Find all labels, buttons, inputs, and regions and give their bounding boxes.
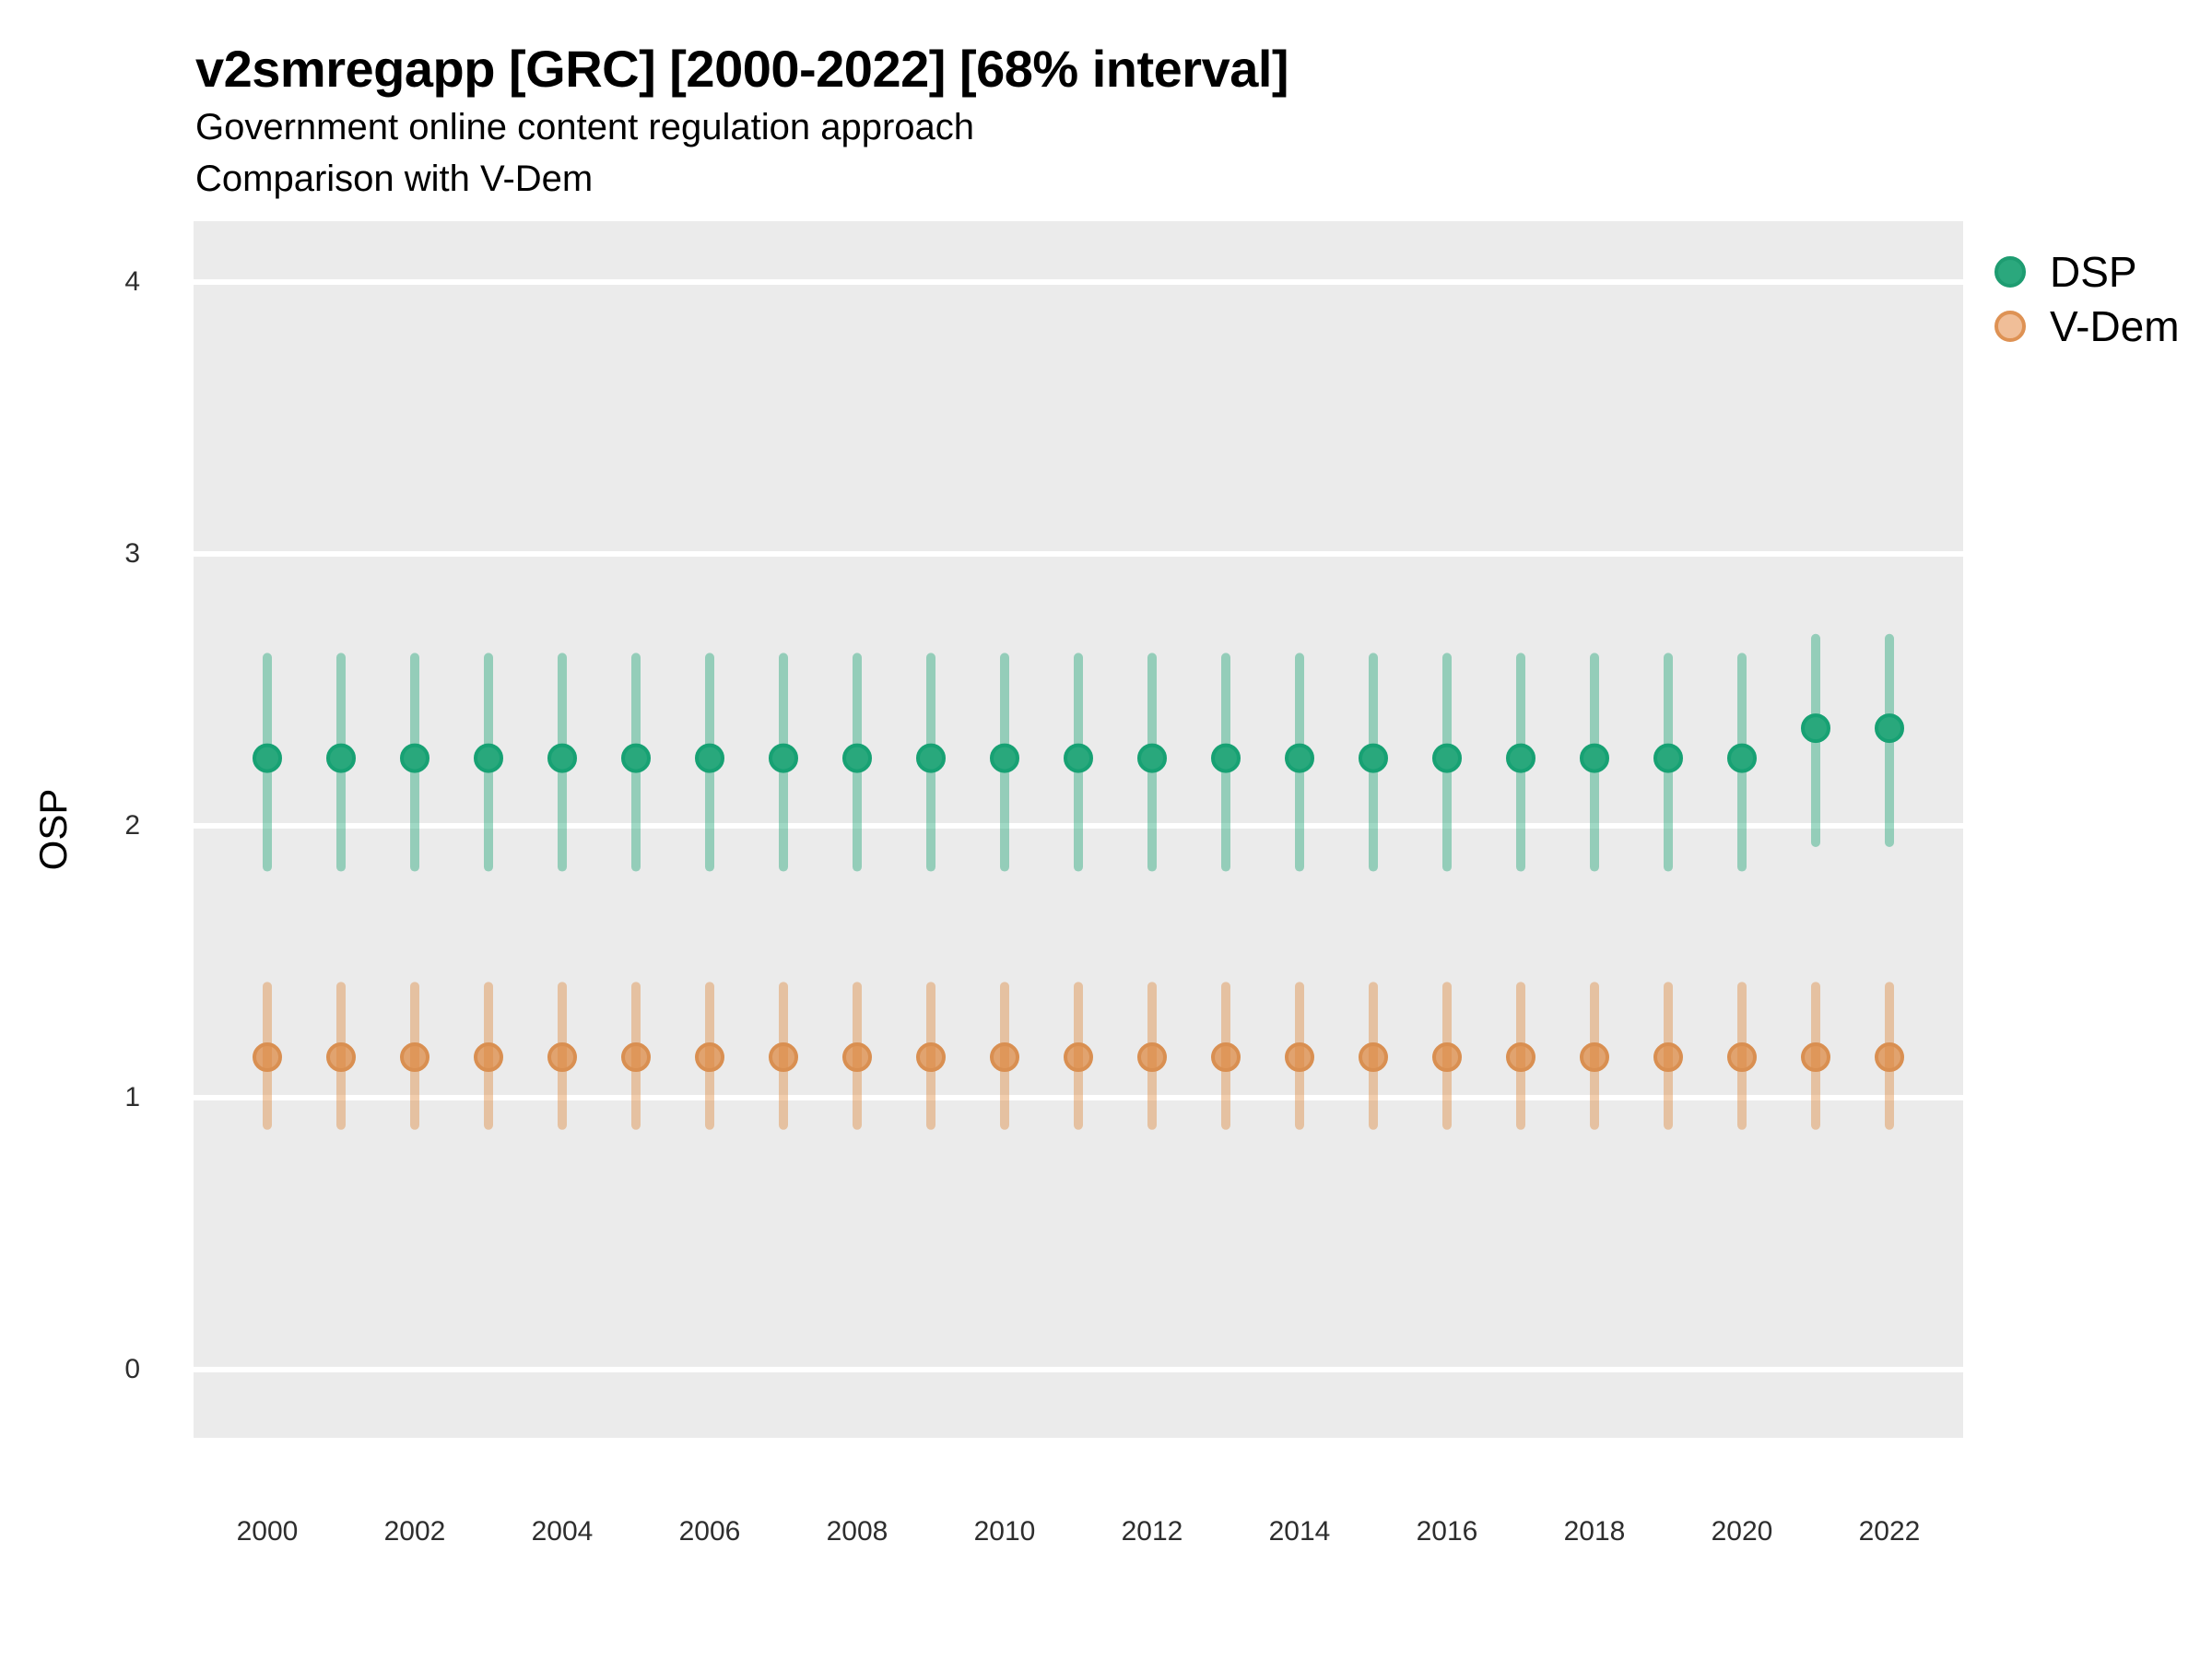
gridline-y-1 xyxy=(194,1095,1963,1101)
plot-marks-svg xyxy=(253,633,1904,1130)
vdem-point-2018 xyxy=(1580,1042,1609,1073)
vdem-point-2011 xyxy=(1064,1042,1093,1073)
dsp-point-2016 xyxy=(1432,743,1462,773)
dsp-point-2012 xyxy=(1137,743,1167,773)
vdem-point-2017 xyxy=(1506,1042,1535,1073)
gridline-y-3 xyxy=(194,551,1963,558)
vdem-point-2010 xyxy=(990,1042,1019,1073)
vdem-point-2013 xyxy=(1211,1042,1241,1073)
dsp-point-2002 xyxy=(400,743,429,773)
chart-title: v2smregapp [GRC] [2000-2022] [68% interv… xyxy=(195,40,1289,98)
vdem-point-2002 xyxy=(400,1042,429,1073)
dsp-point-2009 xyxy=(916,743,946,773)
dsp-legend-dot-icon xyxy=(1994,256,2026,288)
vdem-point-2003 xyxy=(474,1042,503,1073)
vdem-point-2001 xyxy=(326,1042,356,1073)
gridline-y-0 xyxy=(194,1367,1963,1373)
dsp-point-2013 xyxy=(1211,743,1241,773)
y-tick-label-4: 4 xyxy=(124,266,140,298)
x-tick-label-2010: 2010 xyxy=(973,1516,1036,1547)
dsp-point-2022 xyxy=(1875,713,1904,744)
gridline-y-4 xyxy=(194,279,1963,286)
x-tick-label-2002: 2002 xyxy=(383,1516,446,1547)
legend-label-dsp: DSP xyxy=(2050,248,2137,296)
dsp-point-2008 xyxy=(842,743,872,773)
chart-subtitle-line1: Government online content regulation app… xyxy=(195,107,974,147)
y-tick-label-2: 2 xyxy=(124,810,140,841)
x-tick-label-2004: 2004 xyxy=(531,1516,594,1547)
dsp-point-2014 xyxy=(1285,743,1314,773)
x-tick-label-2016: 2016 xyxy=(1416,1516,1478,1547)
plot-panel xyxy=(194,221,1963,1438)
dsp-point-2018 xyxy=(1580,743,1609,773)
vdem-point-2022 xyxy=(1875,1042,1904,1073)
vdem-point-2020 xyxy=(1727,1042,1757,1073)
dsp-point-2007 xyxy=(769,743,798,773)
dsp-point-2005 xyxy=(621,743,651,773)
x-tick-label-2012: 2012 xyxy=(1121,1516,1183,1547)
legend-item-dsp: DSP xyxy=(1989,248,2180,296)
legend: DSP V-Dem xyxy=(1989,248,2180,359)
vdem-point-2004 xyxy=(547,1042,577,1073)
vdem-point-2016 xyxy=(1432,1042,1462,1073)
vdem-point-2006 xyxy=(695,1042,724,1073)
dsp-point-2019 xyxy=(1653,743,1683,773)
dsp-point-2004 xyxy=(547,743,577,773)
dsp-point-2000 xyxy=(253,743,282,773)
legend-label-vdem: V-Dem xyxy=(2050,302,2180,350)
x-tick-label-2000: 2000 xyxy=(236,1516,299,1547)
dsp-point-2010 xyxy=(990,743,1019,773)
vdem-legend-dot xyxy=(1994,311,2026,342)
vdem-point-2005 xyxy=(621,1042,651,1073)
gridline-y-2 xyxy=(194,823,1963,830)
vdem-point-2007 xyxy=(769,1042,798,1073)
vdem-point-2009 xyxy=(916,1042,946,1073)
vdem-point-2015 xyxy=(1359,1042,1388,1073)
x-tick-label-2020: 2020 xyxy=(1711,1516,1773,1547)
dsp-point-2001 xyxy=(326,743,356,773)
x-tick-label-2014: 2014 xyxy=(1268,1516,1331,1547)
dsp-point-2017 xyxy=(1506,743,1535,773)
vdem-point-2012 xyxy=(1137,1042,1167,1073)
x-tick-label-2022: 2022 xyxy=(1858,1516,1921,1547)
vdem-point-2019 xyxy=(1653,1042,1683,1073)
y-tick-label-3: 3 xyxy=(124,538,140,570)
vdem-point-2014 xyxy=(1285,1042,1314,1073)
dsp-legend-dot xyxy=(1994,256,2026,288)
vdem-legend-dot-icon xyxy=(1994,311,2026,342)
y-tick-label-1: 1 xyxy=(124,1082,140,1113)
dsp-point-2006 xyxy=(695,743,724,773)
legend-item-vdem: V-Dem xyxy=(1989,302,2180,350)
dsp-point-2003 xyxy=(474,743,503,773)
y-tick-label-0: 0 xyxy=(124,1354,140,1385)
x-tick-label-2008: 2008 xyxy=(826,1516,888,1547)
x-tick-label-2006: 2006 xyxy=(678,1516,741,1547)
dsp-point-2020 xyxy=(1727,743,1757,773)
x-tick-label-2018: 2018 xyxy=(1563,1516,1626,1547)
vdem-point-2021 xyxy=(1801,1042,1830,1073)
dsp-point-2015 xyxy=(1359,743,1388,773)
chart-subtitle-line2: Comparison with V-Dem xyxy=(195,159,594,199)
vdem-point-2008 xyxy=(842,1042,872,1073)
dsp-point-2011 xyxy=(1064,743,1093,773)
dsp-point-2021 xyxy=(1801,713,1830,744)
vdem-point-2000 xyxy=(253,1042,282,1073)
